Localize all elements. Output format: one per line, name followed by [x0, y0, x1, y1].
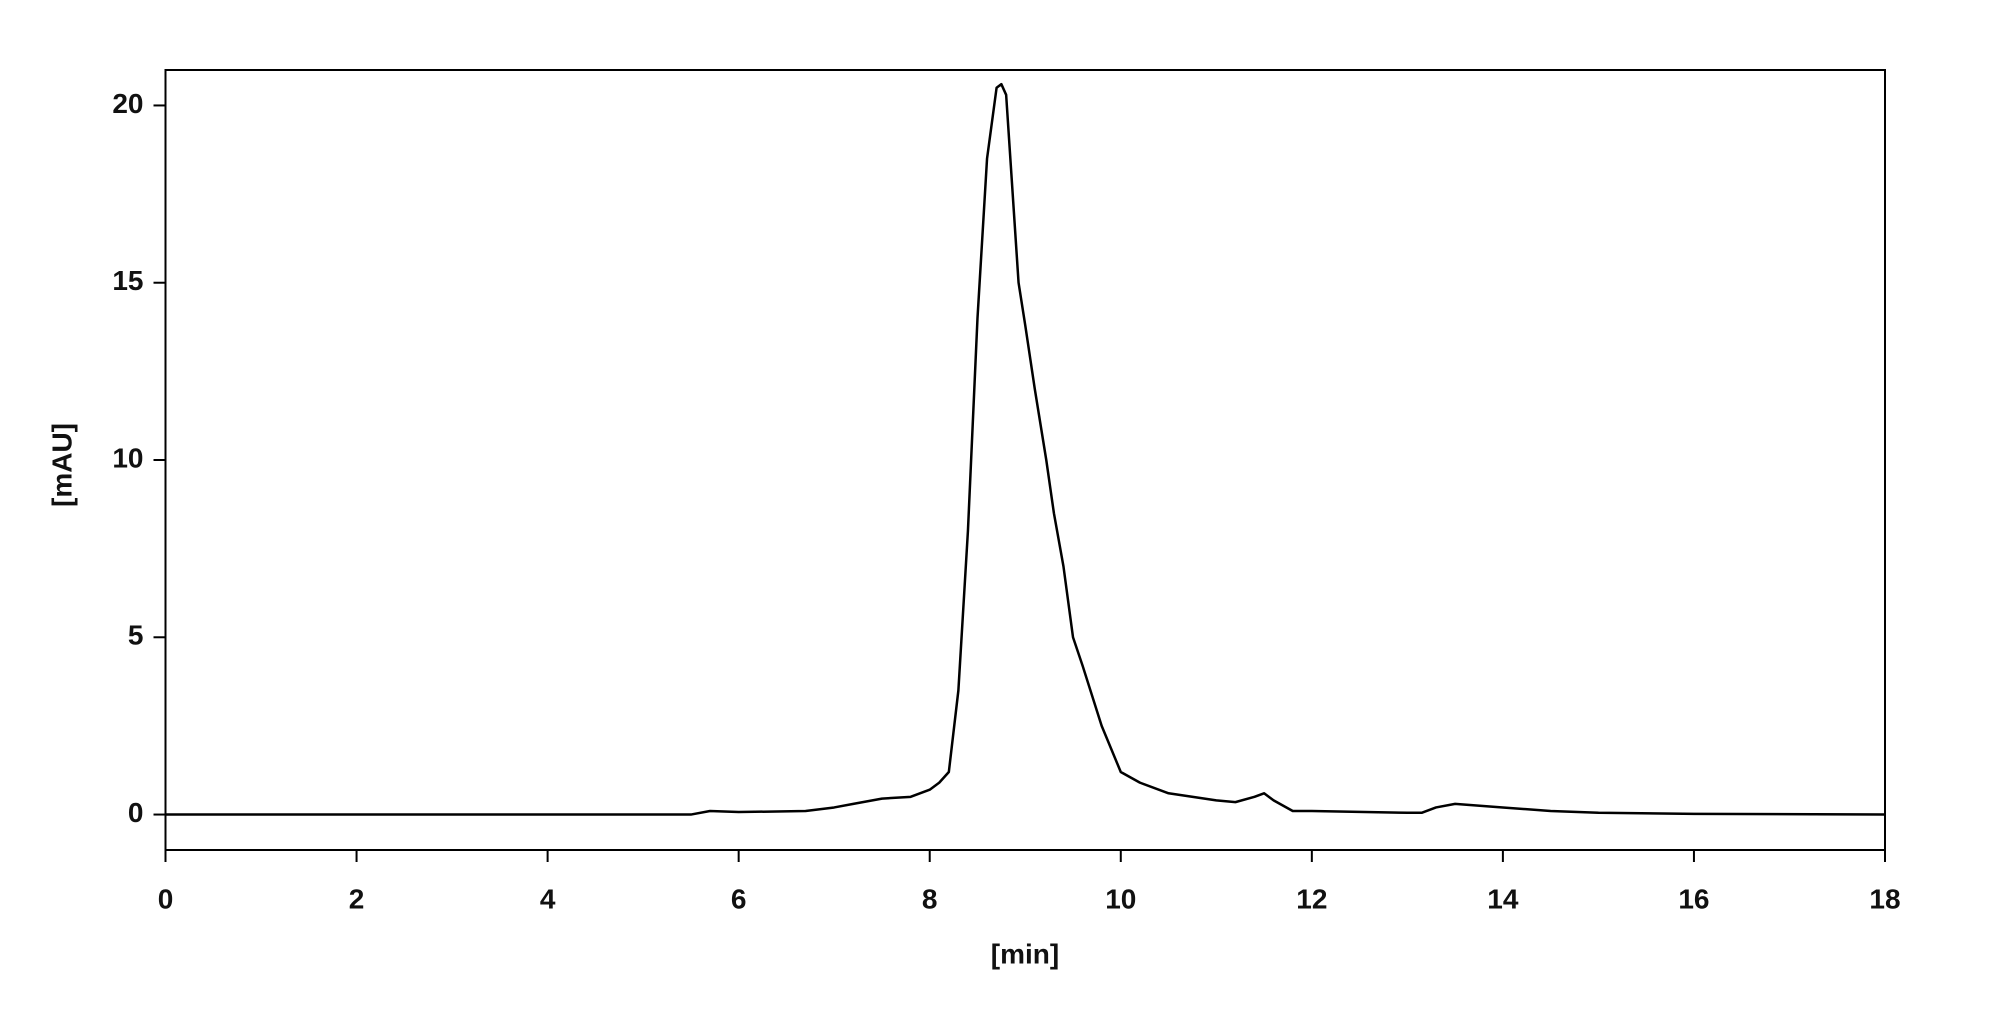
y-tick-label: 10 [112, 442, 143, 473]
line-series [165, 82, 1886, 816]
x-tick-label: 10 [1105, 883, 1136, 914]
x-tick-label: 2 [349, 883, 365, 914]
y-tick-label: 0 [128, 797, 144, 828]
x-tick-label: 6 [731, 883, 747, 914]
x-tick-label: 14 [1487, 883, 1519, 914]
x-tick-label: 8 [922, 883, 938, 914]
x-tick-label: 4 [540, 883, 556, 914]
y-tick-label: 15 [112, 265, 143, 296]
y-tick-label: 5 [128, 620, 144, 651]
x-tick-label: 0 [158, 883, 174, 914]
y-axis-label: [mAU] [46, 423, 77, 507]
x-tick-label: 18 [1869, 883, 1900, 914]
x-tick-label: 16 [1678, 883, 1709, 914]
x-tick-label: 12 [1296, 883, 1327, 914]
y-tick-label: 20 [112, 88, 143, 119]
x-axis-label: [min] [991, 938, 1059, 969]
